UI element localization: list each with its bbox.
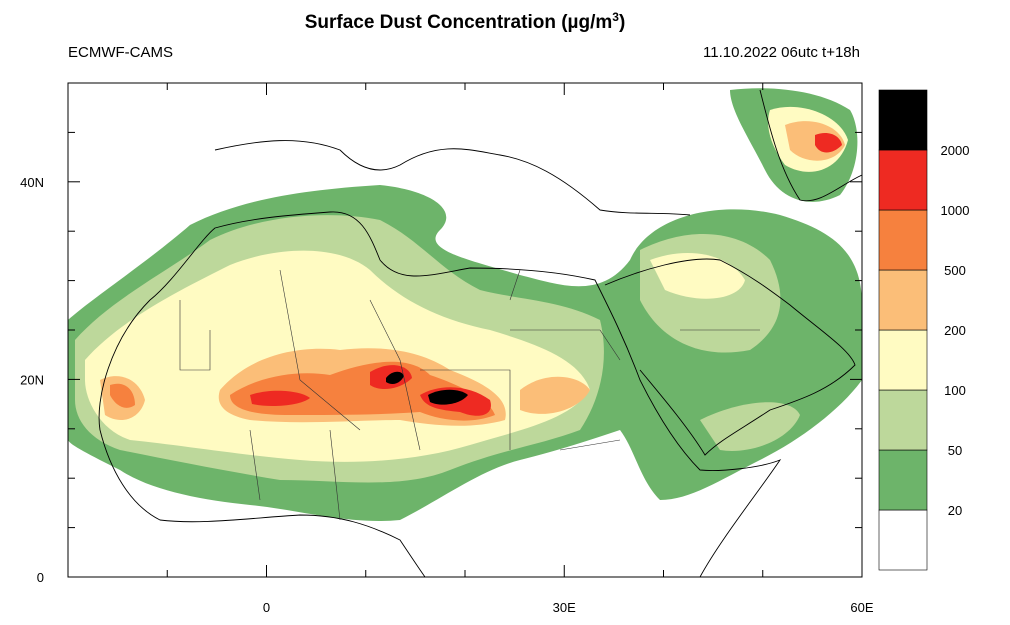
dust-area [650,252,745,299]
title: Surface Dust Concentration (µg/m3) [305,10,626,33]
colorbar-label: 20 [948,503,962,518]
x-tick-label: 0 [263,600,270,615]
coastline [214,140,691,216]
colorbar-label: 2000 [941,143,970,158]
colorbar: 20 50 100 200 500 1000 2000 [878,89,970,571]
axis-ticks [68,83,863,578]
dust-area [250,390,310,406]
coastline [98,211,782,577]
colorbar-label: 100 [944,383,966,398]
dust-area [428,389,468,405]
y-tick-label: 0 [37,570,44,585]
dust-area [520,376,590,414]
colorbar-label: 500 [944,263,966,278]
colorbar-swatch [878,509,928,571]
dust-area [230,361,495,421]
source-label: ECMWF-CAMS [68,44,173,61]
coastline [99,429,426,577]
colorbar-label: 1000 [941,203,970,218]
colorbar-swatch [878,449,928,511]
y-tick-label: 40N [20,175,44,190]
colorbar-swatch [878,209,928,271]
map-area [68,83,862,577]
coastline [759,89,862,202]
colorbar-swatch [878,269,928,331]
x-tick-label: 30E [553,600,576,615]
colorbar-swatch [878,329,928,391]
dust-area [110,383,135,408]
title-end: ) [619,12,625,33]
y-tick-label: 20N [20,372,44,387]
colorbar-label: 50 [948,443,962,458]
country-border [179,269,760,521]
valid-time: 11.10.2022 06utc t+18h [703,44,860,61]
title-text: Surface Dust Concentration (µg/m [305,12,613,33]
coastline [604,258,856,456]
dust-area [386,371,404,384]
colorbar-label: 200 [944,323,966,338]
colorbar-swatch [878,389,928,451]
title-superscript: 3 [612,10,619,24]
colorbar-swatch [878,149,928,211]
colorbar-swatch [878,89,928,151]
dust-area [815,133,842,153]
x-tick-label: 60E [850,600,873,615]
